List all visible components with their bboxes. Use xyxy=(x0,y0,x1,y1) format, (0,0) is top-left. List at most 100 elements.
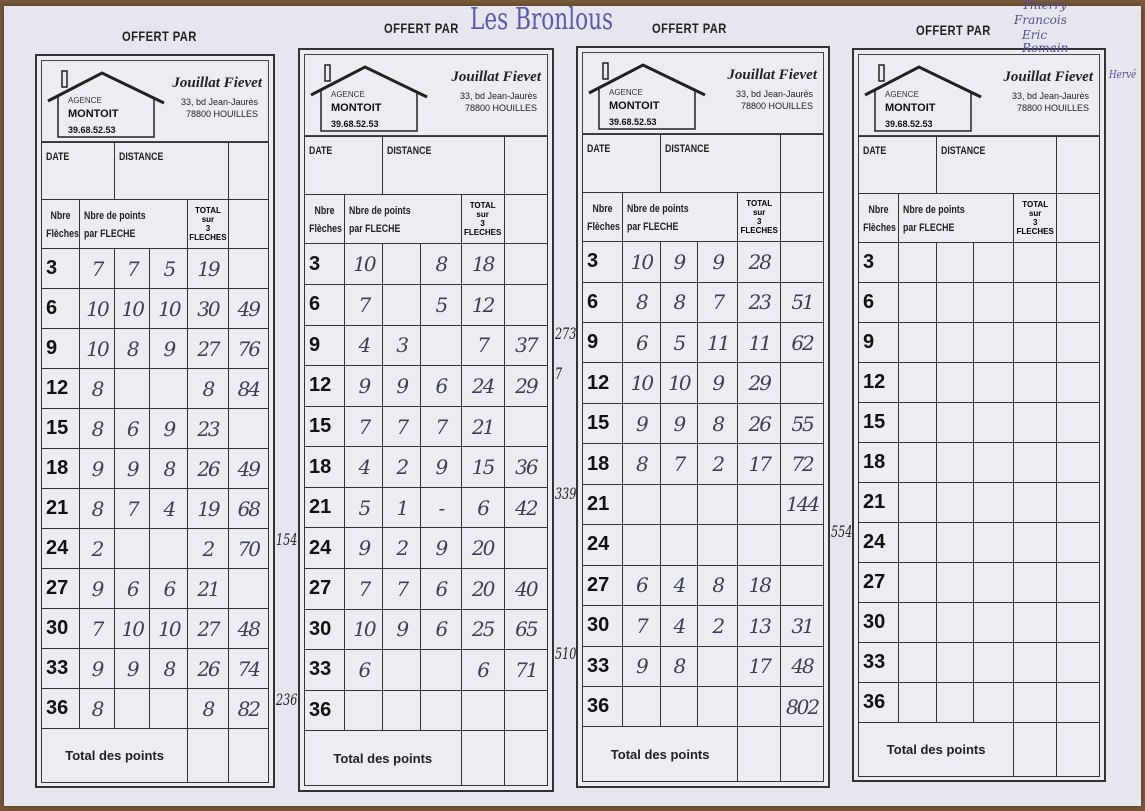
arrow-1-score[interactable]: 8 xyxy=(622,443,661,485)
end-total[interactable]: 26 xyxy=(187,448,229,489)
end-total[interactable]: 7 xyxy=(460,324,505,367)
end-total[interactable]: 19 xyxy=(187,488,229,529)
arrow-2-score[interactable] xyxy=(382,284,422,326)
arrow-2-score[interactable] xyxy=(114,688,151,729)
arrow-2-score[interactable]: 9 xyxy=(659,402,699,445)
running-total[interactable] xyxy=(1056,402,1100,443)
arrow-2-score[interactable]: 7 xyxy=(382,567,422,610)
running-total[interactable]: 76 xyxy=(227,328,270,369)
arrow-1-score[interactable]: 9 xyxy=(78,448,116,489)
arrow-3-score[interactable]: 2 xyxy=(697,605,739,647)
arrow-2-score[interactable]: 8 xyxy=(659,281,699,324)
arrow-2-score[interactable] xyxy=(935,402,975,443)
arrow-1-score[interactable]: 10 xyxy=(622,362,661,404)
arrow-3-score[interactable]: 11 xyxy=(697,322,739,364)
running-total[interactable] xyxy=(227,568,270,609)
arrow-3-score[interactable]: 9 xyxy=(697,362,739,404)
end-total[interactable]: 12 xyxy=(460,284,505,326)
arrow-3-score[interactable]: - xyxy=(420,486,462,529)
arrow-2-score[interactable] xyxy=(382,689,422,732)
arrow-1-score[interactable]: 7 xyxy=(622,605,661,647)
arrow-2-score[interactable]: 1 xyxy=(382,486,422,529)
running-total[interactable]: 48 xyxy=(227,608,270,649)
end-total[interactable] xyxy=(737,524,782,566)
end-total[interactable] xyxy=(737,483,782,526)
running-total[interactable]: 74 xyxy=(227,648,270,689)
arrow-3-score[interactable]: 6 xyxy=(420,567,462,610)
arrow-1-score[interactable]: 4 xyxy=(344,446,384,488)
arrow-3-score[interactable] xyxy=(973,562,1015,603)
arrow-1-score[interactable]: 7 xyxy=(344,405,384,448)
end-total[interactable] xyxy=(1013,522,1058,563)
arrow-3-score[interactable] xyxy=(973,522,1015,563)
arrow-1-score[interactable]: 9 xyxy=(344,527,384,569)
running-total[interactable] xyxy=(1056,362,1100,403)
arrow-3-score[interactable] xyxy=(149,528,189,569)
arrow-1-score[interactable] xyxy=(898,402,937,443)
arrow-3-score[interactable] xyxy=(697,524,739,566)
running-total[interactable] xyxy=(1056,562,1100,603)
running-total[interactable]: 82 xyxy=(227,688,270,729)
arrow-1-score[interactable] xyxy=(344,689,384,732)
grand-total-cell[interactable] xyxy=(737,726,782,782)
end-total[interactable] xyxy=(1013,242,1058,283)
running-total[interactable]: 65 xyxy=(503,608,549,651)
arrow-2-score[interactable]: 4 xyxy=(659,605,699,647)
end-total[interactable]: 15 xyxy=(460,446,505,488)
arrow-3-score[interactable]: 5 xyxy=(149,248,189,289)
arrow-3-score[interactable] xyxy=(973,322,1015,363)
running-total[interactable] xyxy=(227,248,270,289)
running-total[interactable] xyxy=(1056,482,1100,523)
arrow-3-score[interactable] xyxy=(973,402,1015,443)
end-total[interactable]: 17 xyxy=(737,443,782,485)
arrow-2-score[interactable] xyxy=(382,649,422,691)
end-total[interactable]: 23 xyxy=(187,408,229,449)
arrow-2-score[interactable] xyxy=(935,442,975,483)
running-total[interactable] xyxy=(1056,602,1100,643)
arrow-1-score[interactable]: 7 xyxy=(344,284,384,326)
running-total[interactable]: 49 xyxy=(227,288,270,329)
arrow-2-score[interactable]: 5 xyxy=(659,322,699,364)
running-total[interactable]: 36 xyxy=(503,446,549,488)
arrow-2-score[interactable]: 9 xyxy=(114,448,151,489)
arrow-1-score[interactable]: 8 xyxy=(622,281,661,324)
arrow-3-score[interactable] xyxy=(420,649,462,691)
arrow-1-score[interactable]: 8 xyxy=(78,688,116,729)
end-total[interactable] xyxy=(1013,562,1058,603)
arrow-2-score[interactable] xyxy=(935,362,975,403)
arrow-2-score[interactable]: 7 xyxy=(114,248,151,289)
arrow-2-score[interactable]: 9 xyxy=(114,648,151,689)
arrow-3-score[interactable]: 9 xyxy=(420,446,462,488)
end-total[interactable]: 20 xyxy=(460,567,505,610)
running-total[interactable] xyxy=(1056,322,1100,363)
arrow-1-score[interactable] xyxy=(898,682,937,723)
end-total[interactable]: 11 xyxy=(737,322,782,364)
arrow-2-score[interactable]: 9 xyxy=(659,241,699,283)
arrow-3-score[interactable] xyxy=(973,362,1015,403)
arrow-2-score[interactable] xyxy=(935,282,975,323)
end-total[interactable]: 28 xyxy=(737,241,782,283)
arrow-1-score[interactable] xyxy=(898,362,937,403)
end-total[interactable] xyxy=(1013,602,1058,643)
running-total[interactable] xyxy=(503,689,549,732)
arrow-2-score[interactable]: 8 xyxy=(114,328,151,369)
end-total[interactable] xyxy=(460,689,505,732)
running-total[interactable] xyxy=(503,243,549,286)
running-total[interactable] xyxy=(1056,282,1100,323)
arrow-2-score[interactable]: 7 xyxy=(114,488,151,529)
arrow-1-score[interactable]: 10 xyxy=(344,243,384,286)
arrow-3-score[interactable]: 2 xyxy=(697,443,739,485)
arrow-2-score[interactable]: 4 xyxy=(659,564,699,607)
arrow-3-score[interactable]: 5 xyxy=(420,284,462,326)
end-total[interactable]: 8 xyxy=(187,368,229,409)
running-total[interactable]: 40 xyxy=(503,567,549,610)
running-total[interactable] xyxy=(780,362,824,404)
arrow-2-score[interactable] xyxy=(935,562,975,603)
end-total[interactable] xyxy=(1013,362,1058,403)
date-field[interactable]: DATE xyxy=(303,136,384,195)
end-total[interactable] xyxy=(1013,402,1058,443)
arrow-2-score[interactable]: 7 xyxy=(382,405,422,448)
arrow-2-score[interactable] xyxy=(935,482,975,523)
arrow-1-score[interactable]: 9 xyxy=(344,365,384,407)
arrow-2-score[interactable] xyxy=(659,685,699,728)
